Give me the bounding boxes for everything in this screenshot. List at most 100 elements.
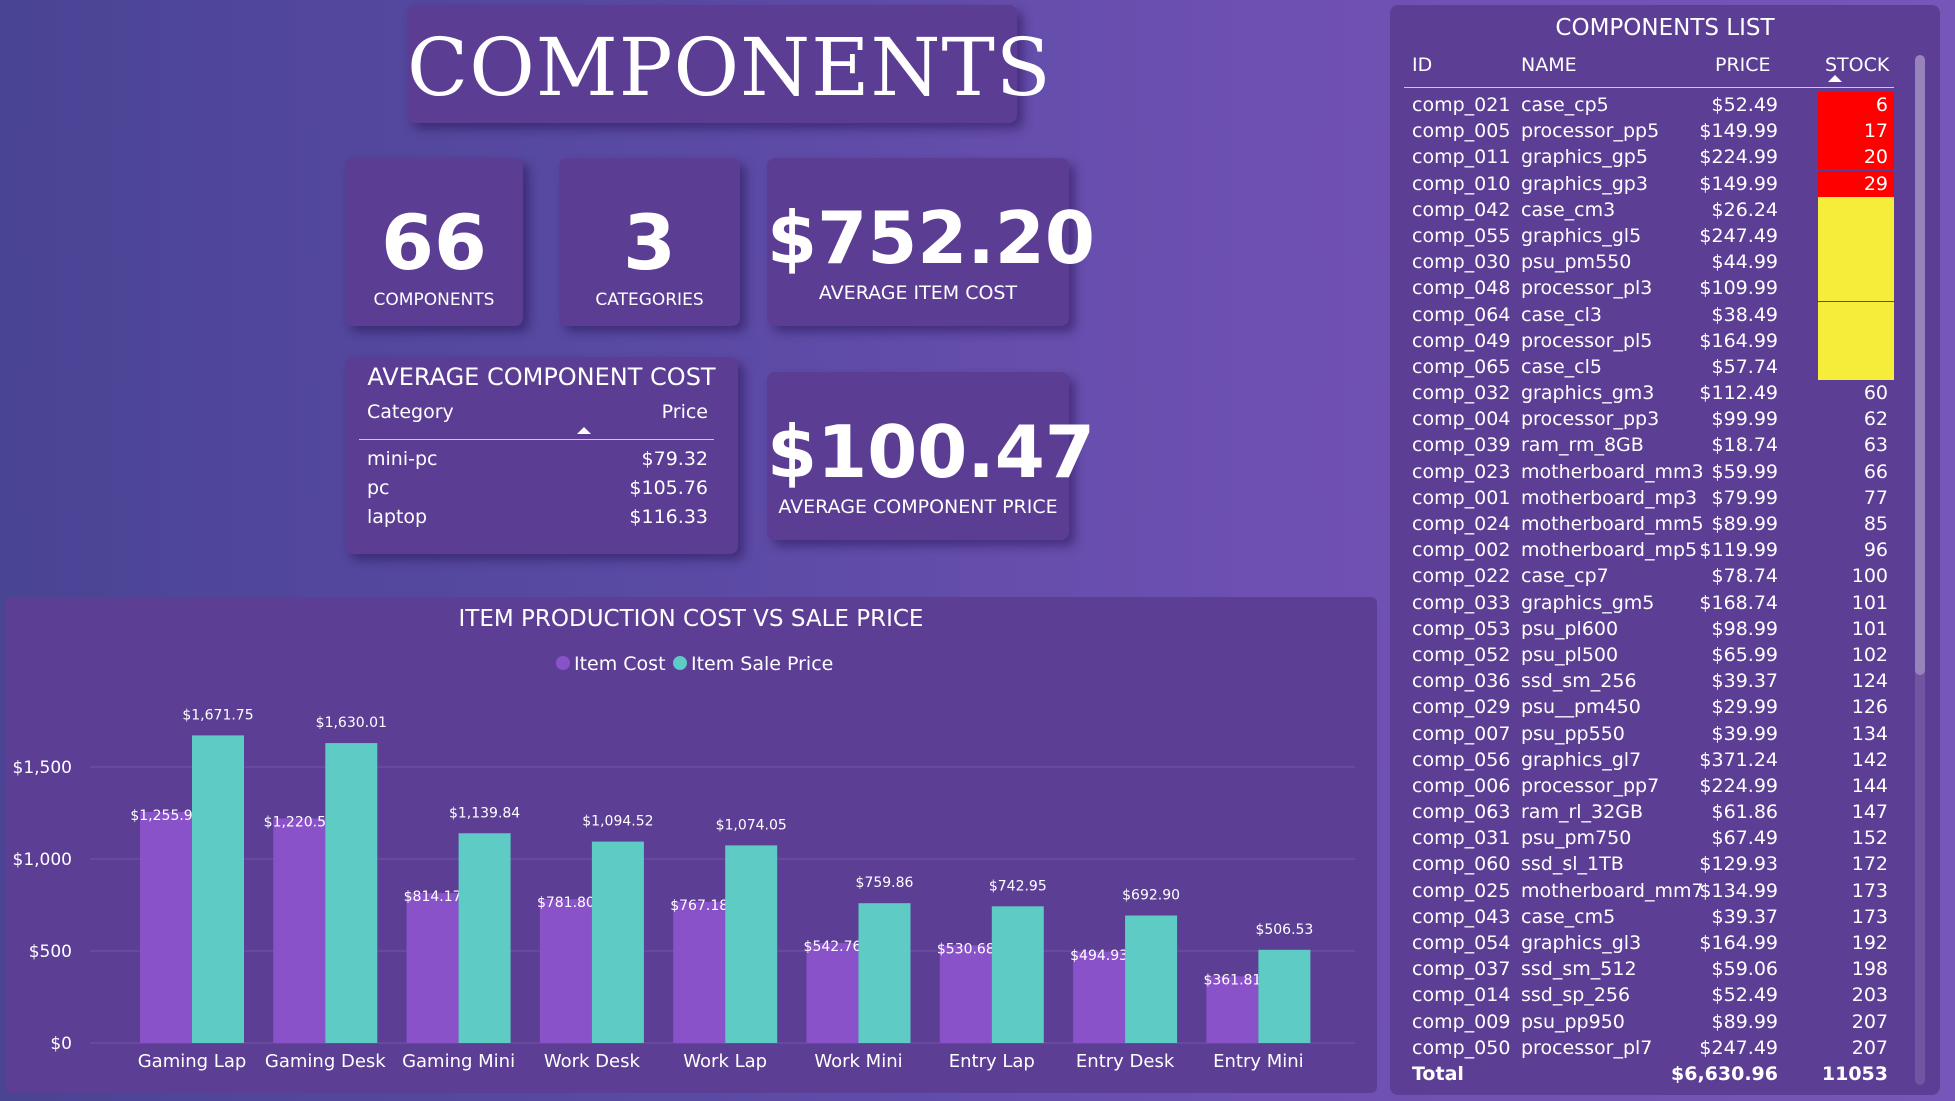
stock-cell: 147 (1851, 801, 1888, 824)
table-row[interactable]: comp_039 ram_rm_8GB $18.74 63 (1390, 432, 1910, 458)
name-cell: motherboard_mm7 (1521, 879, 1704, 902)
table-row[interactable]: comp_002 motherboard_mp5 $119.99 96 (1390, 537, 1910, 563)
x-tick-label: Gaming Desk (265, 1051, 386, 1072)
table-row[interactable]: comp_053 psu_pl600 $98.99 101 (1390, 616, 1910, 642)
stock-cell: 102 (1851, 643, 1888, 666)
table-row[interactable]: comp_006 processor_pp7 $224.99 144 (1390, 773, 1910, 799)
table-row[interactable]: comp_009 psu_pp950 $89.99 207 (1390, 1009, 1910, 1035)
table-row[interactable]: comp_052 psu_pl500 $65.99 102 (1390, 642, 1910, 668)
series-1-bar[interactable] (1125, 915, 1178, 1043)
series-1-bar[interactable] (591, 841, 644, 1043)
series-0-bar[interactable] (406, 893, 459, 1043)
table-row[interactable]: comp_036 ssd_sm_256 $39.37 124 (1390, 668, 1910, 694)
column-header-stock[interactable]: STOCK (1825, 54, 1890, 76)
sort-ascending-icon[interactable] (1828, 75, 1842, 82)
series-1-bar[interactable] (991, 906, 1044, 1043)
price-cell: $89.99 (1711, 1010, 1778, 1033)
series-1-bar[interactable] (1258, 949, 1311, 1043)
table-row[interactable]: comp_030 psu_pm550 $44.99 48 (1390, 249, 1910, 276)
table-row[interactable]: comp_032 graphics_gm3 $112.49 60 (1390, 380, 1910, 406)
table-row[interactable]: comp_025 motherboard_mm7 $134.99 173 (1390, 878, 1910, 904)
stock-cell: 203 (1851, 984, 1888, 1007)
table-row[interactable]: comp_010 graphics_gp3 $149.99 29 (1390, 170, 1910, 197)
table-body[interactable]: comp_021 case_cp5 $52.49 6 comp_005 processor… (1390, 92, 1910, 1060)
table-row[interactable]: mini-pc $79.32 (367, 445, 708, 474)
table-row[interactable]: comp_014 ssd_sp_256 $52.49 203 (1390, 982, 1910, 1008)
column-header-category[interactable]: Category (367, 401, 454, 423)
price-cell: $119.99 (1699, 539, 1778, 562)
table-row[interactable]: comp_029 psu__pm450 $29.99 126 (1390, 694, 1910, 720)
table-row[interactable]: comp_042 case_cm3 $26.24 30 (1390, 196, 1910, 223)
column-header-name[interactable]: NAME (1521, 54, 1577, 76)
series-0-bar[interactable] (939, 945, 992, 1043)
price-cell: $79.99 (1711, 486, 1778, 509)
table-row[interactable]: comp_055 graphics_gl5 $247.49 36 (1390, 222, 1910, 249)
table-row[interactable]: comp_022 case_cp7 $78.74 100 (1390, 563, 1910, 589)
table-row[interactable]: comp_056 graphics_gl7 $371.24 142 (1390, 747, 1910, 773)
table-row[interactable]: comp_063 ram_rl_32GB $61.86 147 (1390, 799, 1910, 825)
price-cell: $79.32 (641, 448, 708, 470)
id-cell: comp_029 (1412, 696, 1511, 719)
table-row[interactable]: comp_011 graphics_gp5 $224.99 20 (1390, 144, 1910, 171)
kpi-components-card[interactable]: 66 COMPONENTS (345, 158, 523, 326)
table-row[interactable]: comp_054 graphics_gl3 $164.99 192 (1390, 930, 1910, 956)
table-row[interactable]: comp_048 processor_pl3 $109.99 50 (1390, 275, 1910, 302)
chart-canvas: ITEM PRODUCTION COST VS SALE PRICE Item C… (13, 606, 1355, 1072)
table-row[interactable]: comp_023 motherboard_mm3 $59.99 66 (1390, 459, 1910, 485)
stock-cell: 198 (1851, 958, 1888, 981)
average-component-cost-table[interactable]: AVERAGE COMPONENT COST Category Price mi… (345, 357, 738, 554)
scrollbar-thumb[interactable] (1915, 55, 1925, 675)
price-cell: $105.76 (629, 477, 708, 499)
scrollbar-track[interactable] (1915, 55, 1925, 1085)
table-row[interactable]: comp_001 motherboard_mp3 $79.99 77 (1390, 485, 1910, 511)
cost-vs-price-chart[interactable]: ITEM PRODUCTION COST VS SALE PRICE Item C… (5, 597, 1377, 1093)
series-0-bar[interactable] (140, 811, 192, 1043)
kpi-categories-card[interactable]: 3 CATEGORIES (559, 158, 740, 326)
series-0-bar[interactable] (273, 818, 326, 1043)
stock-cell: 172 (1851, 853, 1888, 876)
table-row[interactable]: comp_043 case_cm5 $39.37 173 (1390, 904, 1910, 930)
price-cell: $149.99 (1699, 172, 1778, 195)
table-row[interactable]: comp_024 motherboard_mm5 $89.99 85 (1390, 511, 1910, 537)
table-row[interactable]: comp_021 case_cp5 $52.49 6 (1390, 92, 1910, 118)
table-row[interactable]: laptop $116.33 (367, 503, 708, 532)
series-0-bar[interactable] (673, 901, 726, 1043)
series-0-bar[interactable] (806, 943, 859, 1043)
kpi-avg-component-price-card[interactable]: $100.47 AVERAGE COMPONENT PRICE (767, 372, 1095, 540)
column-header-price[interactable]: PRICE (1715, 54, 1771, 76)
id-cell: comp_007 (1412, 722, 1511, 745)
table-row[interactable]: comp_033 graphics_gm5 $168.74 101 (1390, 590, 1910, 616)
table-row[interactable]: pc $105.76 (367, 474, 708, 503)
table-body: mini-pc $79.32 pc $105.76 laptop $116.33 (367, 445, 708, 532)
table-row[interactable]: comp_007 psu_pp550 $39.99 134 (1390, 721, 1910, 747)
table-row[interactable]: comp_060 ssd_sl_1TB $129.93 172 (1390, 851, 1910, 877)
table-row[interactable]: comp_064 case_cl3 $38.49 50 (1390, 301, 1910, 328)
series-0-bar[interactable] (539, 899, 592, 1043)
series-1-bar[interactable] (458, 833, 511, 1043)
series-1-bar[interactable] (192, 735, 244, 1043)
sort-ascending-icon[interactable] (577, 427, 591, 434)
table-row[interactable]: comp_050 processor_pl7 $247.49 207 (1390, 1035, 1910, 1060)
series-1-bar[interactable] (725, 845, 778, 1043)
kpi-avg-item-cost-card[interactable]: $752.20 AVERAGE ITEM COST (767, 158, 1095, 326)
x-tick-label: Work Mini (814, 1051, 902, 1072)
price-cell: $39.37 (1711, 670, 1778, 693)
table-row[interactable]: comp_031 psu_pm750 $67.49 152 (1390, 825, 1910, 851)
components-list-table[interactable]: COMPONENTS LIST ID NAME PRICE STOCK comp… (1390, 5, 1940, 1095)
table-row[interactable]: comp_004 processor_pp3 $99.99 62 (1390, 406, 1910, 432)
series-0-bar[interactable] (1073, 951, 1126, 1043)
series-0-bar[interactable] (1206, 976, 1259, 1043)
x-tick-label: Entry Mini (1213, 1051, 1304, 1072)
name-cell: graphics_gl3 (1521, 932, 1642, 954)
name-cell: ram_rm_8GB (1521, 434, 1644, 457)
column-header-id[interactable]: ID (1412, 54, 1433, 76)
series-1-bar[interactable] (325, 743, 378, 1043)
series-1-bar[interactable] (858, 903, 911, 1043)
table-row[interactable]: comp_005 processor_pp5 $149.99 17 (1390, 118, 1910, 145)
id-cell: comp_037 (1412, 958, 1511, 981)
table-row[interactable]: comp_049 processor_pl5 $164.99 54 (1390, 327, 1910, 354)
price-cell: $247.49 (1699, 224, 1778, 247)
table-row[interactable]: comp_065 case_cl5 $57.74 55 (1390, 353, 1910, 380)
table-row[interactable]: comp_037 ssd_sm_512 $59.06 198 (1390, 956, 1910, 982)
column-header-price[interactable]: Price (661, 401, 708, 423)
